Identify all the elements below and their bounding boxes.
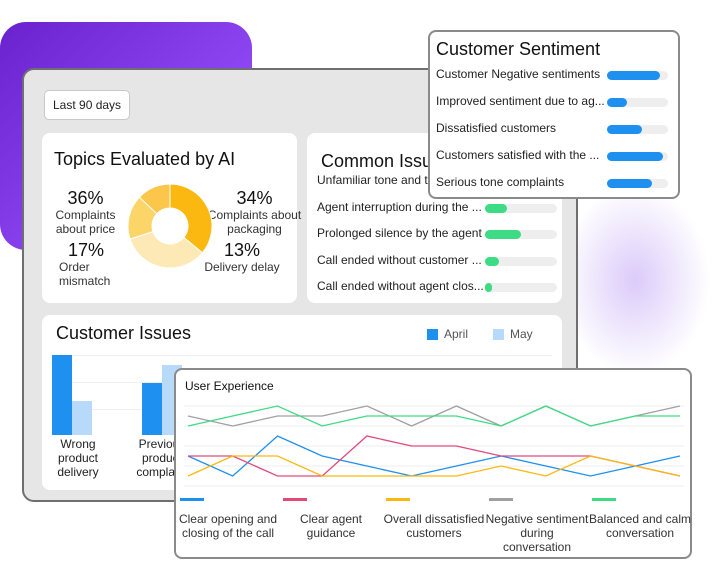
sentiment-title: Customer Sentiment xyxy=(436,39,601,59)
common-issue-label: Call ended without customer ... xyxy=(317,252,482,267)
topic-stat: 34% Complaints about packaging xyxy=(207,188,302,236)
legend-april: April xyxy=(427,327,468,341)
user-experience-panel: User Experience Clear opening and closin… xyxy=(174,368,692,559)
donut-slice xyxy=(169,183,213,254)
common-issue-row: Call ended without agent clos... xyxy=(317,277,557,297)
common-issue-label: Call ended without agent clos... xyxy=(317,279,484,293)
common-issue-track xyxy=(485,230,557,239)
topics-card: Topics Evaluated by AI 36% Complaints ab… xyxy=(42,133,301,303)
ux-legend-label: Clear agent guidance xyxy=(299,512,363,540)
sentiment-label: Serious tone complaints xyxy=(436,175,565,189)
topic-pct: 17% xyxy=(68,240,105,260)
sentiment-label: Customer Negative sentiments xyxy=(436,67,601,81)
ux-legend-swatch xyxy=(489,498,513,501)
bar-may xyxy=(72,401,92,435)
donut-slice xyxy=(129,230,204,269)
topics-title: Topics Evaluated by AI xyxy=(54,149,236,169)
ux-legend-item: Negative sentiment during conversation xyxy=(485,498,589,554)
ux-series-line xyxy=(187,405,680,427)
sentiment-label: Dissatisfied customers xyxy=(436,121,557,135)
common-issue-row: Agent interruption during the ... xyxy=(317,198,557,218)
common-issue-label: Unfamiliar tone and t... xyxy=(317,173,438,187)
ux-legend-label: Clear opening and closing of the call xyxy=(178,512,278,540)
legend-may: May xyxy=(493,327,533,341)
ux-legend-swatch xyxy=(283,498,307,501)
topic-stat: 17% Order mismatch xyxy=(48,240,143,288)
sentiment-track xyxy=(607,125,668,134)
topic-label: Complaints about packaging xyxy=(207,208,302,236)
common-issue-track xyxy=(485,283,557,292)
common-issue-track xyxy=(485,203,557,213)
ux-legend-label: Overall dissatisfied customers xyxy=(383,512,485,540)
bar-category-label: Wrong product delivery xyxy=(57,437,99,479)
common-issue-track xyxy=(485,256,557,266)
customer-issues-title: Customer Issues xyxy=(56,323,192,343)
common-issues-title: Common Issues xyxy=(321,151,452,171)
sentiment-bar xyxy=(607,125,643,134)
sentiment-label: Customers satisfied with the ... xyxy=(436,148,600,162)
legend-swatch xyxy=(493,328,504,340)
common-issue-bar xyxy=(485,256,500,266)
common-issue-label: Prolonged silence by the agent xyxy=(317,226,482,240)
common-issue-bar xyxy=(485,203,507,213)
sentiment-row: Customer Negative sentiments xyxy=(436,67,672,85)
customer-sentiment-panel: Customer Sentiment Customer Negative sen… xyxy=(428,30,680,199)
legend-label: April xyxy=(444,327,469,341)
sentiment-bar xyxy=(607,71,661,80)
common-issue-bar xyxy=(485,230,521,239)
sentiment-track xyxy=(607,98,668,107)
common-issue-label: Agent interruption during the ... xyxy=(317,199,482,214)
decorative-glow xyxy=(560,185,710,375)
sentiment-bar xyxy=(607,152,664,161)
ux-legend-swatch xyxy=(592,498,616,501)
date-range-button[interactable]: Last 90 days xyxy=(44,90,131,120)
sentiment-track xyxy=(607,152,668,161)
sentiment-track xyxy=(607,179,668,188)
bar-april xyxy=(52,355,72,435)
legend-swatch xyxy=(427,328,438,340)
topic-label: Complaints about price xyxy=(55,208,116,236)
ux-legend-item: Overall dissatisfied customers xyxy=(382,498,486,540)
topic-pct: 13% xyxy=(223,240,261,260)
sentiment-bar xyxy=(607,98,628,107)
sentiment-row: Customers satisfied with the ... xyxy=(436,148,672,166)
sentiment-track xyxy=(607,71,668,80)
common-issue-row: Prolonged silence by the agent xyxy=(317,224,557,244)
topic-stat: 13% Delivery delay xyxy=(202,240,282,274)
donut-slice xyxy=(138,183,171,215)
sentiment-bar xyxy=(607,179,652,188)
user-experience-line-chart xyxy=(184,405,684,487)
ux-series-line xyxy=(187,435,681,477)
topic-pct: 36% xyxy=(67,188,104,208)
ux-title: User Experience xyxy=(185,379,274,393)
sentiment-row: Improved sentiment due to ag... xyxy=(436,94,672,112)
ux-legend-item: Clear agent guidance xyxy=(279,498,383,540)
ux-legend-label: Balanced and calm conversation xyxy=(588,512,692,540)
common-issue-bar xyxy=(485,283,493,292)
ux-legend-swatch xyxy=(180,498,204,501)
ux-legend-swatch xyxy=(386,498,410,501)
topic-label: Delivery delay xyxy=(204,260,280,274)
sentiment-row: Dissatisfied customers xyxy=(436,121,672,139)
ux-legend-label: Negative sentiment during conversation xyxy=(485,512,589,554)
sentiment-row: Serious tone complaints xyxy=(436,175,672,193)
legend-label: May xyxy=(510,327,533,341)
common-issue-row: Call ended without customer ... xyxy=(317,251,557,271)
ux-legend-item: Clear opening and closing of the call xyxy=(176,498,280,540)
ux-legend-item: Balanced and calm conversation xyxy=(588,498,692,540)
topic-pct: 34% xyxy=(236,188,273,208)
topics-donut-chart xyxy=(127,183,213,269)
sentiment-label: Improved sentiment due to ag... xyxy=(436,94,605,108)
ux-series-line xyxy=(187,455,681,477)
topic-stat: 36% Complaints about price xyxy=(48,188,123,236)
topic-label: Order mismatch xyxy=(59,260,111,288)
bar-april xyxy=(142,383,162,435)
